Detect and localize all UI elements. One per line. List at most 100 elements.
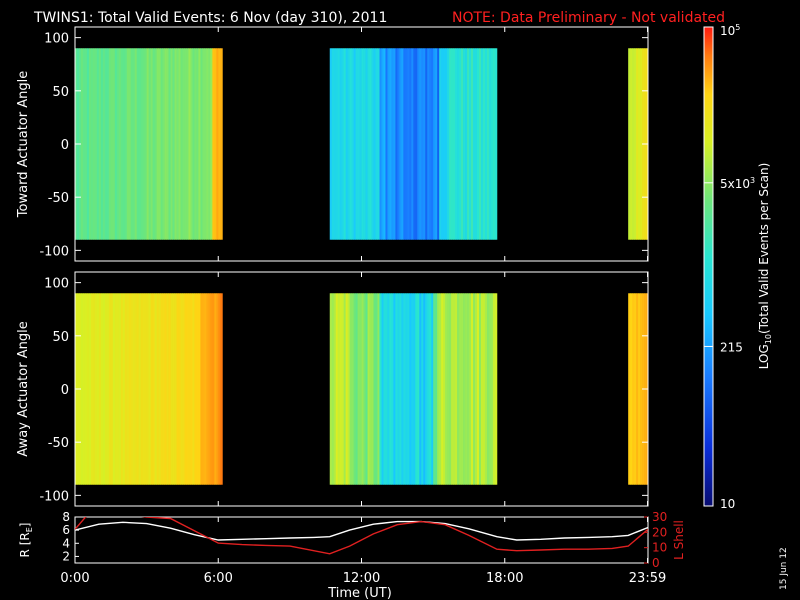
heatmap-column — [130, 293, 134, 485]
heatmap-column — [150, 48, 154, 240]
heatmap-column — [220, 48, 223, 240]
colorbar-tick-label: 105 — [720, 23, 740, 38]
heatmap-column — [379, 48, 382, 240]
heatmap-column — [395, 48, 398, 240]
heatmap-column — [423, 293, 426, 485]
heatmap-column — [196, 293, 199, 485]
heatmap-column — [214, 293, 217, 485]
heatmap-column — [152, 293, 156, 485]
y-tick-label: 0 — [61, 138, 69, 153]
heatmap-column — [407, 48, 410, 240]
away-y-axis: 100 50 0 -50 -100 — [39, 277, 648, 504]
y-tick-label: -100 — [39, 244, 69, 259]
heatmap-column — [640, 48, 643, 240]
heatmap-column — [455, 293, 458, 485]
heatmap-column — [96, 48, 100, 240]
heatmap-column — [124, 293, 128, 485]
heatmap-column — [411, 48, 414, 240]
y-tick-label: -50 — [48, 436, 69, 451]
heatmap-column — [170, 293, 173, 485]
heatmap-column — [204, 293, 207, 485]
toward-y-axis-label: Toward Actuator Angle — [16, 71, 31, 218]
heatmap-column — [114, 293, 118, 485]
heatmap-column — [122, 48, 126, 240]
heatmap-column — [465, 48, 468, 240]
heatmap-column — [478, 293, 482, 485]
heatmap-column — [636, 48, 639, 240]
heatmap-column — [634, 293, 637, 485]
heatmap-column — [162, 48, 165, 240]
colorbar-label: LOG10(Total Valid Events per Scan) — [757, 163, 773, 370]
heatmap-column — [134, 48, 138, 240]
heatmap-column — [176, 293, 179, 485]
heatmap-column — [363, 48, 366, 240]
heatmap-column — [480, 48, 484, 240]
heatmap-column — [419, 48, 422, 240]
heatmap-column — [385, 293, 388, 485]
heatmap-column — [427, 293, 430, 485]
heatmap-column — [365, 293, 368, 485]
heatmap-column — [335, 48, 339, 240]
heatmap-column — [359, 293, 362, 485]
heatmap-column — [333, 293, 337, 485]
heatmap-column — [439, 293, 442, 485]
heatmap-column — [156, 48, 160, 240]
heatmap-column — [106, 48, 110, 240]
heatmap-column — [423, 48, 426, 240]
heatmap-column — [449, 48, 452, 240]
heatmap-column — [474, 48, 478, 240]
heatmap-column — [341, 48, 345, 240]
heatmap-column — [341, 293, 345, 485]
y-tick-label: 50 — [52, 85, 69, 100]
heatmap-column — [439, 48, 442, 240]
toward-heatmap — [75, 48, 649, 240]
l-shell-tick-label: 0 — [652, 556, 660, 570]
heatmap-column — [347, 293, 351, 485]
heatmap-column — [136, 48, 140, 240]
radius-tick-label: 2 — [62, 549, 70, 563]
heatmap-column — [106, 293, 110, 485]
away-heatmap — [75, 293, 649, 485]
heatmap-column — [419, 293, 422, 485]
heatmap-column — [375, 48, 378, 240]
heatmap-column — [158, 293, 161, 485]
heatmap-column — [429, 48, 432, 240]
heatmap-column — [377, 293, 380, 485]
heatmap-column — [465, 293, 468, 485]
heatmap-column — [471, 48, 474, 240]
heatmap-column — [413, 293, 416, 485]
heatmap-column — [480, 293, 484, 485]
heatmap-column — [490, 293, 494, 485]
radius-tick-label: 4 — [62, 536, 70, 550]
heatmap-column — [415, 48, 418, 240]
heatmap-column — [359, 48, 362, 240]
heatmap-column — [198, 48, 201, 240]
heatmap-column — [202, 293, 205, 485]
orbit-lines — [75, 517, 648, 555]
heatmap-column — [482, 293, 486, 485]
heatmap-column — [100, 48, 104, 240]
heatmap-column — [345, 48, 349, 240]
heatmap-column — [136, 293, 140, 485]
heatmap-column — [170, 48, 173, 240]
heatmap-column — [329, 293, 333, 485]
heatmap-column — [138, 48, 142, 240]
heatmap-column — [463, 48, 466, 240]
heatmap-column — [180, 48, 183, 240]
heatmap-column — [214, 48, 217, 240]
heatmap-column — [391, 48, 394, 240]
heatmap-column — [347, 48, 351, 240]
heatmap-column — [186, 293, 189, 485]
heatmap-column — [154, 293, 158, 485]
toward-panel: 100 50 0 -50 -100 Toward Actuator Angle — [16, 26, 649, 262]
heatmap-column — [178, 48, 181, 240]
heatmap-column — [357, 293, 360, 485]
heatmap-column — [154, 48, 158, 240]
heatmap-column — [116, 48, 120, 240]
heatmap-column — [630, 293, 633, 485]
heatmap-column — [208, 48, 211, 240]
heatmap-column — [494, 48, 498, 240]
heatmap-column — [120, 48, 124, 240]
heatmap-column — [397, 293, 400, 485]
